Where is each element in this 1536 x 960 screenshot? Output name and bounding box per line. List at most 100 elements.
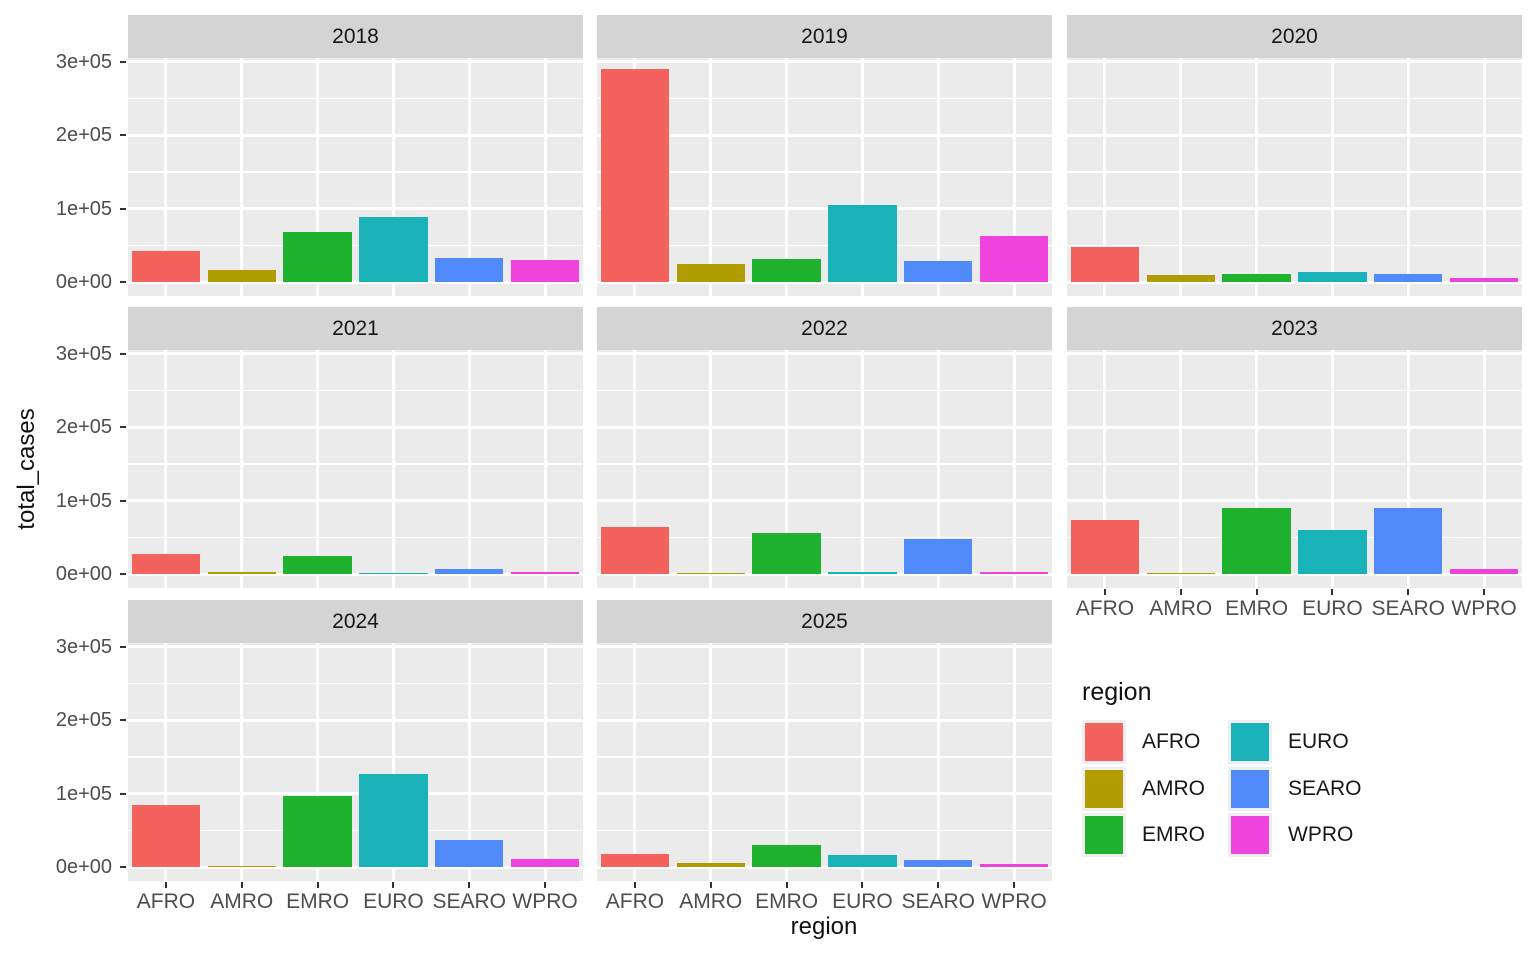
bar-2020-EMRO (1222, 273, 1291, 282)
gridline-major-v (164, 58, 168, 296)
gridline-major-v (1255, 350, 1259, 588)
gridline-major-v (240, 350, 244, 588)
facet-strip-2019: 2019 (597, 15, 1052, 58)
gridline-minor-h (597, 463, 1052, 465)
y-tick-label: 2e+05 (55, 124, 112, 146)
bar-2024-EURO (359, 774, 428, 867)
bar-2020-EURO (1298, 272, 1367, 282)
facet-panel-2022 (597, 350, 1052, 588)
x-tick-mark (937, 882, 940, 888)
x-tick-mark (861, 882, 864, 888)
x-tick-label: EMRO (1225, 597, 1289, 620)
gridline-major-v (240, 643, 244, 881)
gridline-major-v (936, 350, 940, 588)
gridline-minor-h (128, 682, 583, 684)
gridline-minor-h (597, 682, 1052, 684)
gridline-major-h (1067, 280, 1522, 284)
facet-strip-label: 2023 (1271, 316, 1318, 340)
gridline-major-v (1406, 58, 1410, 296)
gridline-minor-h (597, 829, 1052, 831)
gridline-major-v (1179, 58, 1183, 296)
gridline-minor-h (1067, 536, 1522, 538)
gridline-major-h (1067, 207, 1522, 210)
x-tick-mark (1103, 589, 1106, 595)
facet-strip-label: 2021 (332, 316, 379, 340)
x-tick-label: AMRO (1149, 597, 1213, 620)
gridline-major-h (1067, 133, 1522, 137)
facet-strip-2023: 2023 (1067, 307, 1522, 350)
bar-2022-SEARO (904, 538, 973, 574)
x-tick-mark (392, 882, 395, 888)
y-tick-label: 3e+05 (55, 50, 112, 73)
bar-2021-WPRO (510, 572, 580, 574)
facet-strip-label: 2022 (801, 316, 848, 340)
bar-2019-AFRO (600, 68, 670, 282)
y-tick-label: 3e+05 (55, 635, 112, 658)
legend-swatch-EURO (1231, 723, 1269, 761)
facet-strip-2018: 2018 (128, 15, 583, 58)
gridline-minor-h (128, 244, 583, 246)
y-tick-mark (120, 499, 126, 502)
gridline-major-v (467, 643, 471, 881)
gridline-minor-h (128, 536, 583, 538)
gridline-major-v (1330, 58, 1334, 296)
facet-strip-2021: 2021 (128, 307, 583, 350)
facet-strip-2020: 2020 (1067, 15, 1522, 58)
gridline-major-h (128, 280, 583, 284)
x-axis-title: region (790, 913, 858, 940)
gridline-major-v (391, 643, 395, 881)
y-tick-mark (120, 719, 126, 721)
x-tick-mark (164, 882, 167, 888)
bar-2025-WPRO (979, 864, 1049, 867)
gridline-major-v (709, 58, 713, 296)
gridline-major-v (240, 58, 244, 296)
gridline-major-h (597, 60, 1052, 63)
bar-2024-SEARO (435, 839, 504, 867)
gridline-major-h (1067, 60, 1522, 63)
y-tick-label: 2e+05 (55, 416, 112, 438)
gridline-major-v (1012, 643, 1016, 881)
legend-key-EMRO (1082, 813, 1126, 857)
legend-label-AMRO: AMRO (1142, 776, 1205, 800)
bar-2020-AMRO (1146, 274, 1215, 282)
gridline-minor-h (597, 171, 1052, 173)
bar-2024-AMRO (207, 865, 276, 867)
gridline-major-h (128, 572, 583, 576)
gridline-major-h (128, 645, 583, 648)
gridline-major-h (597, 425, 1052, 429)
gridline-major-v (633, 350, 637, 588)
gridline-major-h (597, 352, 1052, 355)
gridline-major-v (785, 350, 789, 588)
gridline-major-v (316, 350, 320, 588)
y-tick-mark (120, 60, 126, 63)
bar-2018-WPRO (510, 259, 580, 282)
bar-2023-WPRO (1449, 568, 1519, 574)
facet-strip-2025: 2025 (597, 600, 1052, 643)
x-tick-label: AFRO (136, 890, 196, 913)
x-tick-mark (1407, 589, 1410, 595)
gridline-major-v (1255, 58, 1259, 296)
x-tick-mark (316, 882, 319, 888)
gridline-major-h (128, 792, 583, 795)
gridline-minor-h (128, 97, 583, 99)
gridline-major-h (128, 425, 583, 429)
facet-panel-2020 (1067, 58, 1522, 296)
gridline-minor-h (1067, 171, 1522, 173)
gridline-major-v (543, 350, 547, 588)
x-tick-label: AMRO (210, 890, 274, 913)
gridline-major-v (936, 643, 940, 881)
bar-2023-EURO (1298, 529, 1367, 574)
gridline-minor-h (128, 171, 583, 173)
legend-swatch-WPRO (1231, 816, 1269, 854)
facet-strip-label: 2025 (801, 609, 848, 633)
gridline-major-v (543, 643, 547, 881)
facet-panel-2023 (1067, 350, 1522, 588)
y-tick-label: 3e+05 (55, 342, 112, 365)
gridline-major-v (316, 643, 320, 881)
y-tick-label: 1e+05 (55, 197, 112, 220)
y-tick-label: 1e+05 (55, 489, 112, 512)
gridline-major-v (860, 350, 864, 588)
legend-swatch-SEARO (1231, 769, 1269, 808)
bar-2019-EMRO (752, 259, 821, 282)
legend-label-AFRO: AFRO (1142, 730, 1201, 753)
